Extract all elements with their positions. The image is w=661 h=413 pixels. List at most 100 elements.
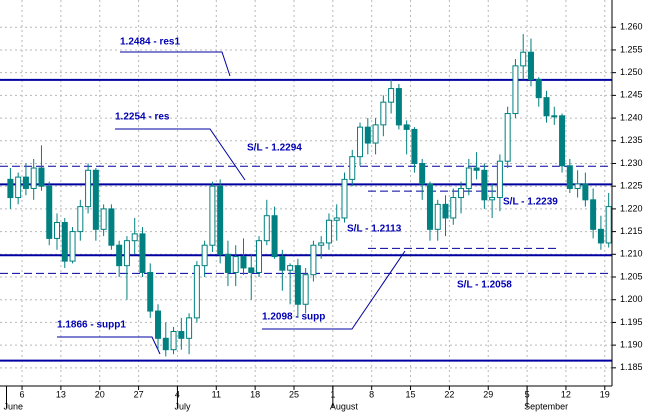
candle-body	[224, 253, 231, 273]
candle-body	[46, 185, 53, 239]
level-label: 1.2254 - res	[115, 112, 170, 123]
candle-body	[22, 176, 29, 189]
candle-body	[582, 183, 589, 201]
candle-body	[481, 169, 488, 201]
candle-body	[30, 167, 37, 189]
y-tick-label: 1.200	[620, 294, 643, 304]
candles	[7, 34, 612, 357]
candle-body	[318, 242, 325, 246]
candle-body	[147, 271, 154, 312]
candle-body	[294, 265, 301, 305]
y-tick-label: 1.220	[620, 203, 643, 213]
candle-body	[155, 310, 162, 339]
leader-line	[262, 250, 406, 330]
level-label: 1.2098 - supp	[262, 312, 325, 323]
candle-body	[473, 167, 480, 171]
candle-body	[217, 185, 224, 255]
leader-line	[115, 128, 246, 181]
y-tick-label: 1.215	[620, 226, 643, 236]
candle-body	[465, 167, 472, 189]
x-tick-label: 19	[600, 389, 610, 399]
y-tick-label: 1.190	[620, 340, 643, 350]
candle-body	[372, 124, 379, 144]
candle-body	[527, 51, 534, 80]
month-label: July	[174, 401, 191, 411]
candle-body	[256, 240, 263, 273]
candle-body	[395, 88, 402, 126]
y-tick-label: 1.205	[620, 271, 643, 281]
candle-body	[271, 215, 278, 258]
month-label: June	[4, 401, 24, 411]
x-tick-label: 11	[212, 389, 221, 399]
candle-body	[193, 265, 200, 319]
x-tick-label: 8	[369, 389, 374, 399]
candle-body	[85, 169, 92, 208]
leader-line	[57, 336, 161, 355]
y-tick-label: 1.195	[620, 317, 643, 327]
y-tick-label: 1.225	[620, 181, 643, 191]
candle-body	[279, 256, 286, 271]
x-tick-label: 27	[134, 389, 144, 399]
level-label: S/L - 1.2058	[457, 280, 512, 291]
candle-body	[178, 331, 185, 339]
candle-body	[209, 185, 216, 246]
candle-body	[520, 51, 527, 67]
candle-body	[450, 197, 457, 219]
candle-body	[77, 206, 84, 233]
candle-body	[240, 256, 247, 269]
candle-body	[15, 176, 22, 199]
x-tick-label: 25	[289, 389, 299, 399]
candle-body	[131, 233, 138, 242]
levels: 1.2484 - res1 1.2254 - res S/L - 1.2294 S/L…	[0, 37, 612, 362]
candle-body	[7, 178, 14, 199]
x-tick-label: 6	[20, 389, 25, 399]
candle-body	[349, 156, 356, 180]
level-label: S/L - 1.2113	[347, 224, 402, 235]
candle-body	[489, 197, 496, 201]
candle-body	[302, 274, 309, 305]
candle-body	[287, 265, 294, 271]
candle-body	[357, 126, 364, 158]
candle-body	[551, 115, 558, 118]
axes: 1.185 1.190 1.195 1.200 1.205 1.210 1.215 1.220…	[0, 0, 643, 411]
candle-body	[69, 231, 76, 262]
candle-body	[232, 256, 239, 273]
candle-body	[426, 183, 433, 230]
month-label: September	[524, 401, 568, 411]
candle-body	[116, 244, 123, 267]
candle-body	[310, 244, 317, 276]
x-tick-label: 29	[483, 389, 493, 399]
y-tick-label: 1.210	[620, 249, 643, 259]
candle-body	[590, 199, 597, 230]
level-label: S/L - 1.2294	[247, 143, 302, 154]
candle-body	[566, 165, 573, 189]
candle-body	[512, 65, 519, 115]
x-tick-label: 20	[95, 389, 105, 399]
x-tick-label: 12	[561, 389, 571, 399]
candle-body	[403, 124, 410, 130]
candle-body	[388, 88, 395, 103]
candle-body	[597, 228, 604, 244]
x-tick-label: 22	[444, 389, 454, 399]
y-tick-label: 1.185	[620, 362, 643, 372]
candle-body	[170, 331, 177, 351]
candle-body	[559, 115, 566, 167]
leader-line	[120, 51, 231, 77]
y-tick-label: 1.245	[620, 90, 643, 100]
y-tick-label: 1.235	[620, 135, 643, 145]
candle-body	[364, 126, 371, 144]
candle-body	[341, 178, 348, 219]
x-tick-label: 13	[56, 389, 66, 399]
x-tick-label: 15	[406, 389, 416, 399]
candle-body	[380, 101, 387, 126]
candle-body	[201, 244, 208, 267]
candle-body	[123, 240, 130, 267]
month-label: August	[330, 401, 359, 411]
candle-body	[38, 167, 45, 187]
level-label: S/L - 1.2239	[503, 197, 558, 208]
candle-body	[543, 97, 550, 117]
level-label: 1.1866 - supp1	[57, 320, 126, 331]
